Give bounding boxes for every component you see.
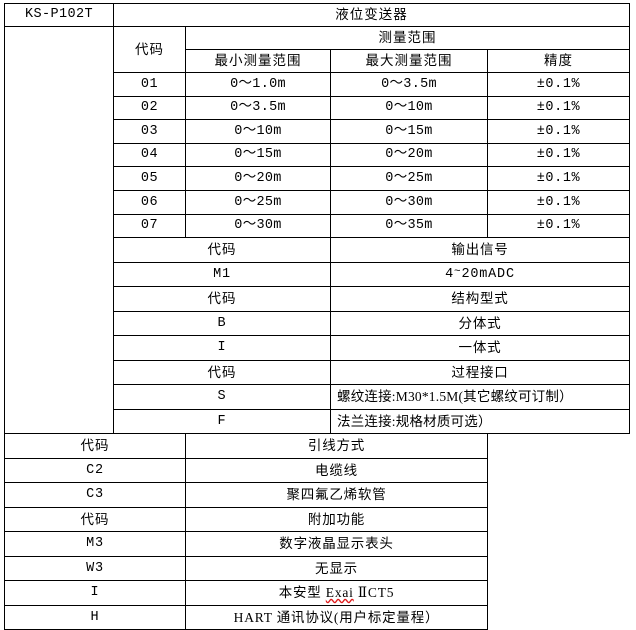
min-range-column-header: 最小测量范围 (185, 49, 331, 73)
range-code: 02 (113, 95, 186, 121)
output-signal-value: 4 (445, 267, 455, 283)
table-row: W3 无显示 (4, 555, 630, 582)
option-description: 分体式 (330, 310, 630, 337)
range-max: 0～35m (330, 213, 488, 239)
option-code: 代码 (4, 433, 186, 459)
option-code: M3 (4, 531, 186, 557)
option-code: I (113, 335, 331, 361)
table-row: 02 0～3.5m 0～10m ±0.1% (5, 95, 630, 121)
option-code: 代码 (113, 237, 331, 263)
product-specification-table: KS-P102T 液位变送器 代码 测量范围 最小测量范围 最大测量范围 精度 … (4, 3, 630, 630)
option-description: 一体式 (330, 335, 630, 361)
table-row: 代码 输出信号 (5, 237, 630, 263)
range-accuracy: ±0.1% (487, 189, 630, 215)
option-code: I (4, 580, 186, 606)
option-description: 输出信号 (330, 237, 630, 263)
table-row: 06 0～25m 0～30m ±0.1% (5, 189, 630, 215)
range-accuracy: ±0.1% (487, 142, 630, 168)
range-code: 07 (113, 213, 186, 239)
range-code: 06 (113, 189, 186, 215)
range-max: 0～20m (330, 142, 488, 168)
range-accuracy: ±0.1% (487, 72, 630, 97)
table-row: 03 0～10m 0～15m ±0.1% (5, 119, 630, 144)
option-description: 螺纹连接:M30*1.5M(其它螺纹可订制） (330, 384, 630, 410)
option-description: 过程接口 (330, 359, 630, 386)
option-code: F (113, 408, 331, 435)
option-description: HART 通讯协议(用户标定量程） (185, 604, 488, 630)
range-min: 0～1.0m (185, 72, 331, 97)
range-code: 01 (113, 72, 186, 97)
table-row: 代码 过程接口 (5, 359, 630, 386)
option-description: 聚四氟乙烯软管 (185, 482, 488, 508)
range-code: 05 (113, 166, 186, 191)
table-row-group-header: 代码 测量范围 (4, 25, 630, 435)
option-code: M1 (113, 261, 331, 288)
table-row: S 螺纹连接:M30*1.5M(其它螺纹可订制） (5, 384, 630, 410)
option-description: 附加功能 (185, 506, 488, 533)
range-code: 03 (113, 119, 186, 144)
option-description: 电缆线 (185, 457, 488, 484)
model-column-spacer (4, 25, 114, 435)
table-row: 代码 引线方式 (4, 433, 630, 459)
option-code: C3 (4, 482, 186, 508)
max-range-column-header: 最大测量范围 (330, 49, 488, 73)
table-row: 代码 附加功能 (4, 506, 630, 533)
option-code: W3 (4, 555, 186, 582)
option-code: 代码 (113, 286, 331, 312)
range-max: 0～25m (330, 166, 488, 191)
table-row-model-title: KS-P102T 液位变送器 (4, 3, 630, 27)
range-min: 0～30m (185, 213, 331, 239)
option-code: C2 (4, 457, 186, 484)
option-description: 引线方式 (185, 433, 488, 459)
option-code: 代码 (4, 506, 186, 533)
range-min: 0～25m (185, 189, 331, 215)
option-description: 本安型 Exai ⅡCT5 (185, 580, 488, 606)
code-column-header: 代码 (113, 26, 186, 73)
table-row: C3 聚四氟乙烯软管 (4, 482, 630, 508)
table-row: 01 0～1.0m 0～3.5m ±0.1% (5, 72, 630, 97)
table-row: C2 电缆线 (4, 457, 630, 484)
output-signal-value-tail: 20mADC (461, 267, 515, 283)
range-accuracy: ±0.1% (487, 95, 630, 121)
option-description: 数字液晶显示表头 (185, 531, 488, 557)
table-row: I 本安型 Exai ⅡCT5 (4, 580, 630, 606)
table-row: 04 0～15m 0～20m ±0.1% (5, 142, 630, 168)
option-code: H (4, 604, 186, 630)
tilde-glyph: ~ (454, 266, 462, 279)
option-code: S (113, 384, 331, 410)
range-accuracy: ±0.1% (487, 166, 630, 191)
table-row-subheaders: 最小测量范围 最大测量范围 精度 (5, 49, 630, 73)
table-row: 05 0～20m 0～25m ±0.1% (5, 166, 630, 191)
option-code: B (113, 310, 331, 337)
range-min: 0～15m (185, 142, 331, 168)
option-code: 代码 (113, 359, 331, 386)
option-description: 法兰连接:规格材质可选） (330, 408, 630, 435)
accuracy-column-header: 精度 (487, 49, 630, 73)
range-min: 0～10m (185, 119, 331, 144)
model-code-cell: KS-P102T (4, 3, 114, 27)
measuring-range-group-header: 测量范围 (185, 26, 630, 50)
range-max: 0～10m (330, 95, 488, 121)
spellcheck-flagged-text: Exai (325, 585, 354, 601)
range-accuracy: ±0.1% (487, 213, 630, 239)
option-description: 无显示 (185, 555, 488, 582)
table-row: M3 数字液晶显示表头 (4, 531, 630, 557)
product-title-cell: 液位变送器 (113, 3, 630, 27)
range-max: 0～15m (330, 119, 488, 144)
option-description: 4~20mADC (330, 261, 630, 288)
range-max: 0～30m (330, 189, 488, 215)
range-max: 0～3.5m (330, 72, 488, 97)
intrinsic-safety-prefix: 本安型 (278, 585, 326, 601)
range-min: 0～3.5m (185, 95, 331, 121)
table-row: 07 0～30m 0～35m ±0.1% (5, 213, 630, 239)
range-code: 04 (113, 142, 186, 168)
range-accuracy: ±0.1% (487, 119, 630, 144)
table-row: 代码 结构型式 (5, 286, 630, 312)
range-min: 0～20m (185, 166, 331, 191)
option-description: 结构型式 (330, 286, 630, 312)
table-row: H HART 通讯协议(用户标定量程） (4, 604, 630, 630)
intrinsic-safety-suffix: ⅡCT5 (353, 585, 395, 601)
